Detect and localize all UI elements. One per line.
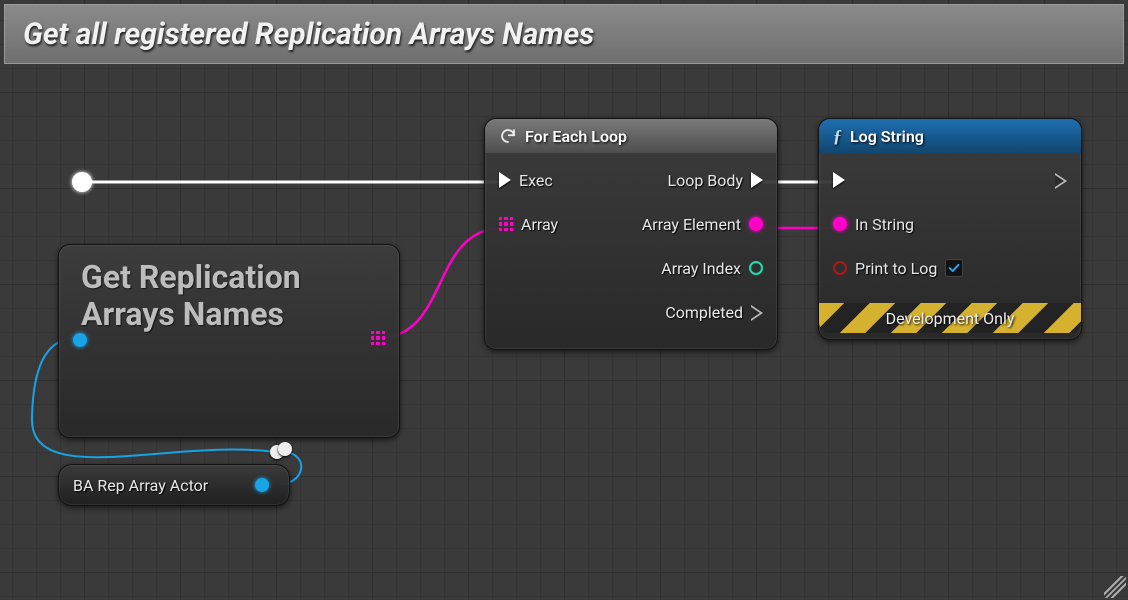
pin-print-to-log[interactable]	[833, 261, 847, 275]
loop-icon	[499, 127, 517, 145]
node-header: For Each Loop	[485, 119, 777, 153]
pin-label-array: Array	[521, 215, 558, 234]
pin-label-array-index: Array Index	[661, 259, 741, 278]
node-title: Get Replication Arrays Names	[59, 245, 399, 347]
variable-label: BA Rep Array Actor	[73, 476, 208, 495]
node-get-replication-arrays-names[interactable]: Get Replication Arrays Names	[58, 244, 400, 438]
node-title: Log String	[850, 127, 924, 146]
pin-array-in[interactable]	[499, 217, 513, 231]
development-only-banner: Development Only	[819, 303, 1081, 333]
node-log-string[interactable]: ƒ Log String In String Print to Log	[818, 118, 1082, 340]
development-only-label: Development Only	[886, 309, 1015, 328]
pin-label-print-to-log: Print to Log	[855, 259, 937, 278]
exec-start-pin[interactable]	[72, 172, 92, 192]
resize-grip-icon[interactable]	[1104, 576, 1126, 598]
graph-title: Get all registered Replication Arrays Na…	[23, 17, 594, 52]
pin-array-out[interactable]	[371, 331, 385, 345]
pin-in-string[interactable]	[833, 217, 847, 231]
node-variable-ba-rep-array-actor[interactable]: BA Rep Array Actor	[58, 464, 290, 506]
checkbox-print-to-log[interactable]	[945, 259, 963, 277]
pin-exec-out[interactable]	[1055, 173, 1067, 187]
pin-array-index-out[interactable]	[749, 261, 763, 275]
pin-array-element-out[interactable]	[749, 217, 763, 231]
graph-title-bar: Get all registered Replication Arrays Na…	[4, 4, 1124, 64]
pin-completed-out[interactable]	[751, 305, 763, 319]
pin-label-completed: Completed	[665, 303, 743, 322]
pin-target-in[interactable]	[73, 333, 87, 347]
node-title: For Each Loop	[525, 127, 627, 146]
reroute-knot[interactable]	[270, 442, 290, 462]
node-header: ƒ Log String	[819, 119, 1081, 153]
pin-label-loop-body: Loop Body	[667, 171, 743, 190]
pin-object-out[interactable]	[255, 478, 269, 492]
pin-label-array-element: Array Element	[642, 215, 741, 234]
pin-exec-in[interactable]	[833, 172, 845, 188]
function-icon: ƒ	[833, 126, 842, 147]
blueprint-canvas[interactable]: Get all registered Replication Arrays Na…	[0, 0, 1128, 600]
node-for-each-loop[interactable]: For Each Loop Exec Array Loop Body	[484, 118, 778, 350]
pin-label-exec: Exec	[519, 171, 553, 190]
pin-exec-in[interactable]	[499, 172, 511, 188]
pin-loop-body-out[interactable]	[751, 172, 763, 188]
pin-label-in-string: In String	[855, 215, 914, 234]
